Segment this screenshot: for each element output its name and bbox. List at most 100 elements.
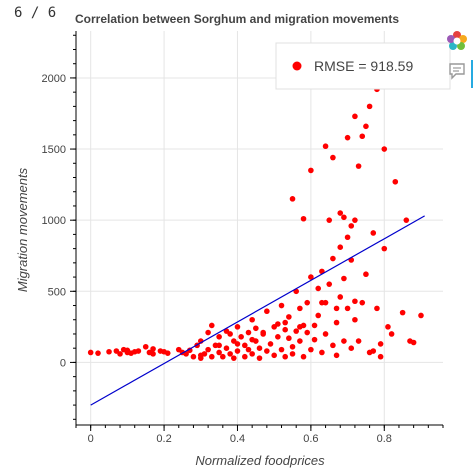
data-point[interactable] [205,346,211,353]
data-point[interactable] [330,255,336,262]
data-point[interactable] [256,345,263,351]
data-point[interactable] [249,316,255,323]
data-point[interactable] [352,217,358,223]
data-point[interactable] [249,336,255,343]
data-point[interactable] [275,334,281,340]
data-point[interactable] [304,299,311,306]
data-point[interactable] [381,146,388,152]
data-point[interactable] [315,285,322,292]
data-point[interactable] [297,338,303,344]
data-point[interactable] [300,215,307,222]
data-point[interactable] [234,324,241,330]
data-point[interactable] [410,339,417,346]
data-point[interactable] [341,275,347,282]
data-point[interactable] [289,343,296,350]
data-point[interactable] [399,309,406,316]
data-point[interactable] [337,210,344,216]
data-point[interactable] [117,351,123,357]
bokeh-logo-icon[interactable] [446,30,468,52]
data-point[interactable] [106,348,112,355]
data-point[interactable] [297,305,303,312]
data-point[interactable] [282,353,288,360]
data-point[interactable] [348,345,355,351]
data-point[interactable] [366,103,373,110]
data-point[interactable] [322,143,329,150]
data-point[interactable] [352,113,358,120]
data-point[interactable] [289,196,296,202]
data-point[interactable] [245,346,252,353]
data-point[interactable] [282,319,288,326]
data-point[interactable] [337,244,344,251]
data-point[interactable] [374,305,380,312]
data-point[interactable] [385,324,391,330]
data-point[interactable] [311,336,318,343]
data-point[interactable] [227,351,233,357]
data-point[interactable] [227,331,233,337]
data-point[interactable] [286,335,292,342]
data-point[interactable] [238,334,244,340]
data-point[interactable] [341,214,347,221]
data-point[interactable] [186,347,193,354]
data-point[interactable] [403,217,410,223]
data-point[interactable] [344,234,351,241]
data-point[interactable] [355,338,362,344]
data-point[interactable] [164,350,171,356]
hover-tooltip-icon[interactable] [446,60,473,88]
data-point[interactable] [352,316,358,323]
data-point[interactable] [267,341,274,347]
data-point[interactable] [352,298,358,305]
data-point[interactable] [315,312,322,319]
data-point[interactable] [337,294,344,300]
data-point[interactable] [223,345,230,351]
data-point[interactable] [370,348,377,354]
data-point[interactable] [377,341,384,347]
data-point[interactable] [322,331,329,337]
data-point[interactable] [333,319,340,326]
data-point[interactable] [392,178,399,185]
data-point[interactable] [319,299,325,306]
data-point[interactable] [278,302,285,309]
data-point[interactable] [260,329,266,336]
data-point[interactable] [348,223,355,229]
data-point[interactable] [249,351,255,357]
data-point[interactable] [282,326,288,333]
data-point[interactable] [326,217,333,223]
data-point[interactable] [95,350,101,356]
data-point[interactable] [341,338,347,344]
data-point[interactable] [326,281,333,287]
data-point[interactable] [264,308,270,315]
data-point[interactable] [319,349,325,356]
data-point[interactable] [275,321,281,327]
data-point[interactable] [293,328,300,334]
data-point[interactable] [208,353,215,360]
data-point[interactable] [245,329,252,336]
data-point[interactable] [330,342,336,349]
data-point[interactable] [297,324,303,330]
data-point[interactable] [286,314,292,320]
data-point[interactable] [87,349,94,356]
data-point[interactable] [381,245,388,252]
data-point[interactable] [205,329,211,336]
data-point[interactable] [344,305,351,312]
data-point[interactable] [304,329,311,336]
data-point[interactable] [311,322,318,329]
data-point[interactable] [333,305,340,312]
data-point[interactable] [330,154,336,161]
data-point[interactable] [234,348,241,354]
data-point[interactable] [216,349,222,356]
data-point[interactable] [216,334,222,340]
data-point[interactable] [359,299,366,306]
data-point[interactable] [308,167,314,174]
data-point[interactable] [418,312,424,319]
data-point[interactable] [308,274,314,280]
data-point[interactable] [242,353,248,360]
data-point[interactable] [370,230,377,236]
data-point[interactable] [242,342,248,349]
data-point[interactable] [135,348,142,354]
data-point[interactable] [190,353,197,360]
data-point[interactable] [359,133,366,140]
data-point[interactable] [220,353,226,360]
data-point[interactable] [363,271,369,278]
data-point[interactable] [344,134,351,141]
data-point[interactable] [231,355,237,361]
